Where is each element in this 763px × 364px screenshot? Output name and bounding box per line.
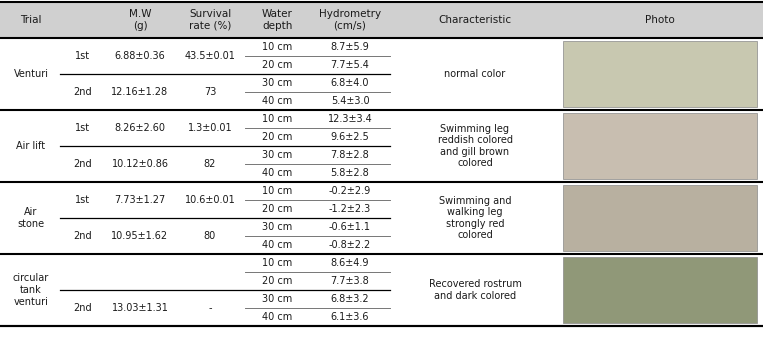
Text: 2nd: 2nd — [73, 231, 92, 241]
Text: 8.7±5.9: 8.7±5.9 — [330, 42, 369, 52]
Text: 6.8±3.2: 6.8±3.2 — [330, 294, 369, 304]
Text: Water
depth: Water depth — [262, 9, 293, 31]
Bar — [563, 41, 757, 107]
Text: -0.6±1.1: -0.6±1.1 — [329, 222, 371, 232]
Text: Air
stone: Air stone — [18, 207, 44, 229]
Text: 8.26±2.60: 8.26±2.60 — [114, 123, 166, 133]
Bar — [563, 113, 757, 179]
Text: 20 cm: 20 cm — [262, 132, 293, 142]
Text: -1.2±2.3: -1.2±2.3 — [329, 204, 371, 214]
Text: -0.2±2.9: -0.2±2.9 — [329, 186, 371, 196]
Text: 43.5±0.01: 43.5±0.01 — [185, 51, 236, 61]
Text: 20 cm: 20 cm — [262, 60, 293, 70]
Text: 30 cm: 30 cm — [262, 78, 293, 88]
Bar — [563, 257, 757, 323]
Text: normal color: normal color — [444, 69, 506, 79]
Text: 20 cm: 20 cm — [262, 276, 293, 286]
Text: 6.1±3.6: 6.1±3.6 — [330, 312, 369, 322]
Text: Trial: Trial — [21, 15, 42, 25]
Text: Venturi: Venturi — [14, 69, 49, 79]
Text: 1st: 1st — [75, 123, 90, 133]
Text: 10 cm: 10 cm — [262, 258, 293, 268]
Text: Swimming and
walking leg
strongly red
colored: Swimming and walking leg strongly red co… — [439, 195, 511, 240]
Text: circular
tank
venturi: circular tank venturi — [13, 273, 49, 306]
Text: 1st: 1st — [75, 195, 90, 205]
Text: Hydrometry
(cm/s): Hydrometry (cm/s) — [319, 9, 381, 31]
Text: 82: 82 — [204, 159, 216, 169]
Text: 73: 73 — [204, 87, 216, 97]
Text: 7.7±5.4: 7.7±5.4 — [330, 60, 369, 70]
Text: 13.03±1.31: 13.03±1.31 — [111, 303, 169, 313]
Text: Swimming leg
reddish colored
and gill brown
colored: Swimming leg reddish colored and gill br… — [437, 124, 513, 169]
Text: 2nd: 2nd — [73, 87, 92, 97]
Text: 40 cm: 40 cm — [262, 168, 293, 178]
Text: 80: 80 — [204, 231, 216, 241]
Text: 10.6±0.01: 10.6±0.01 — [185, 195, 235, 205]
Text: Recovered rostrum
and dark colored: Recovered rostrum and dark colored — [429, 279, 521, 301]
Text: 7.73±1.27: 7.73±1.27 — [114, 195, 166, 205]
Text: 12.3±3.4: 12.3±3.4 — [327, 114, 372, 124]
Text: 6.88±0.36: 6.88±0.36 — [114, 51, 166, 61]
Text: Air lift: Air lift — [17, 141, 46, 151]
Text: 10 cm: 10 cm — [262, 114, 293, 124]
Text: 6.8±4.0: 6.8±4.0 — [330, 78, 369, 88]
Text: -: - — [208, 303, 212, 313]
Text: 40 cm: 40 cm — [262, 96, 293, 106]
Text: 2nd: 2nd — [73, 159, 92, 169]
Text: Photo: Photo — [645, 15, 675, 25]
Text: M.W
(g): M.W (g) — [129, 9, 151, 31]
Text: 8.6±4.9: 8.6±4.9 — [330, 258, 369, 268]
Text: 20 cm: 20 cm — [262, 204, 293, 214]
Text: 2nd: 2nd — [73, 303, 92, 313]
Bar — [563, 185, 757, 251]
Text: 9.6±2.5: 9.6±2.5 — [330, 132, 369, 142]
Text: 30 cm: 30 cm — [262, 294, 293, 304]
Text: Survival
rate (%): Survival rate (%) — [188, 9, 231, 31]
Text: 30 cm: 30 cm — [262, 222, 293, 232]
Text: 10.95±1.62: 10.95±1.62 — [111, 231, 169, 241]
Text: 40 cm: 40 cm — [262, 240, 293, 250]
Text: 10 cm: 10 cm — [262, 186, 293, 196]
Text: 40 cm: 40 cm — [262, 312, 293, 322]
Text: Characteristic: Characteristic — [439, 15, 511, 25]
Bar — [0, 2, 763, 38]
Text: 10.12±0.86: 10.12±0.86 — [111, 159, 169, 169]
Text: 5.4±3.0: 5.4±3.0 — [330, 96, 369, 106]
Text: 7.7±3.8: 7.7±3.8 — [330, 276, 369, 286]
Text: 5.8±2.8: 5.8±2.8 — [330, 168, 369, 178]
Text: 12.16±1.28: 12.16±1.28 — [111, 87, 169, 97]
Text: 30 cm: 30 cm — [262, 150, 293, 160]
Text: 7.8±2.8: 7.8±2.8 — [330, 150, 369, 160]
Text: 1st: 1st — [75, 51, 90, 61]
Text: -0.8±2.2: -0.8±2.2 — [329, 240, 371, 250]
Text: 10 cm: 10 cm — [262, 42, 293, 52]
Text: 1.3±0.01: 1.3±0.01 — [188, 123, 232, 133]
